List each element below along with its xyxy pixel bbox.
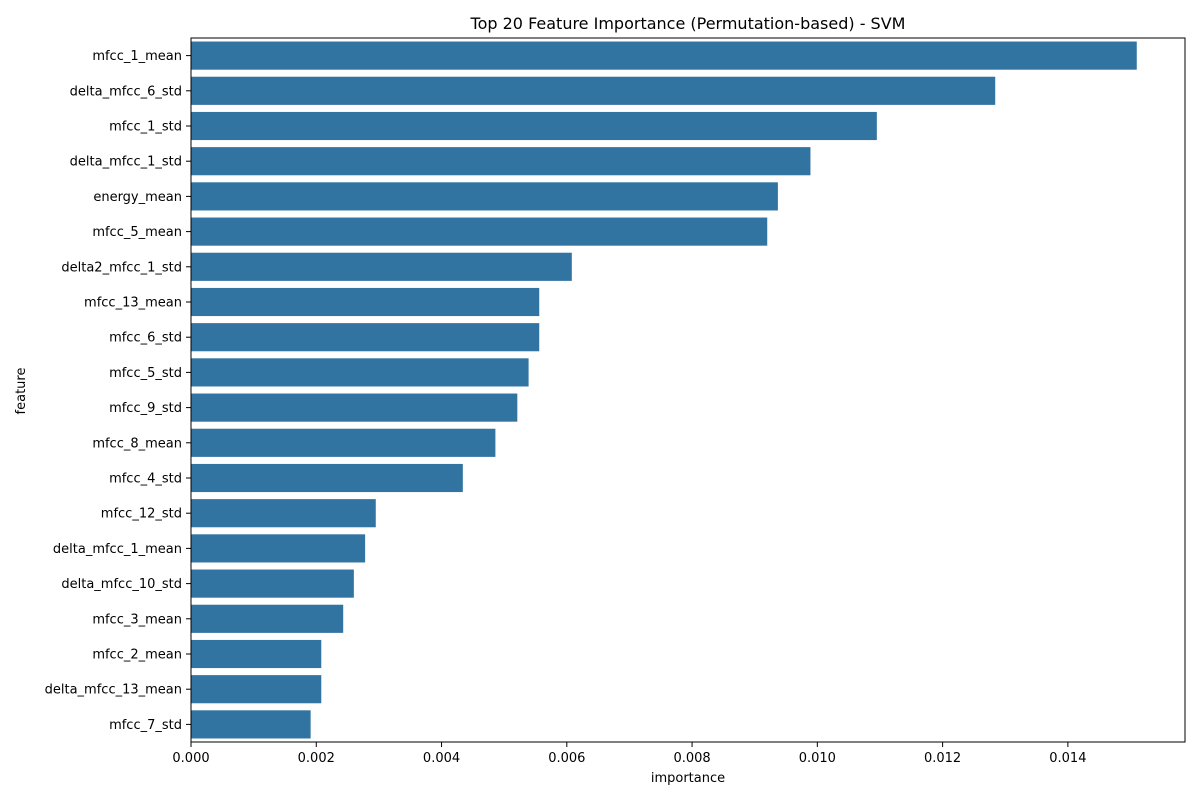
y-tick-label: mfcc_9_std (109, 401, 182, 416)
x-tick-label: 0.002 (298, 751, 335, 766)
plot-frame (190, 37, 1186, 743)
bar (191, 147, 811, 176)
y-tick-label: mfcc_12_std (101, 507, 182, 522)
x-axis-label: importance (651, 771, 725, 786)
bar (191, 639, 322, 669)
y-tick-label: energy_mean (93, 190, 182, 205)
bar (191, 428, 496, 457)
y-tick-label: delta_mfcc_6_std (70, 84, 182, 99)
bar (191, 534, 366, 563)
x-tick-label: 0.014 (1049, 751, 1086, 766)
x-tick-label: 0.008 (673, 751, 710, 766)
bar (191, 604, 344, 633)
chart-title: Top 20 Feature Importance (Permutation-b… (470, 14, 906, 33)
y-tick-label: mfcc_3_mean (92, 612, 182, 627)
y-tick-label: mfcc_8_mean (92, 436, 182, 451)
bar (191, 393, 518, 422)
y-tick-label: delta_mfcc_10_std (61, 577, 182, 592)
bar (191, 323, 540, 352)
x-tick-label: 0.012 (924, 751, 961, 766)
y-tick-label: mfcc_2_mean (92, 648, 182, 663)
bar (191, 675, 322, 704)
bar (191, 252, 572, 281)
bar (191, 358, 529, 387)
bar (191, 569, 354, 598)
bar (191, 41, 1137, 70)
y-tick-label: delta_mfcc_1_mean (53, 542, 182, 557)
y-tick-label: mfcc_1_mean (92, 49, 182, 64)
bar (191, 499, 376, 528)
y-tick-label: mfcc_5_mean (92, 225, 182, 240)
bar (191, 710, 311, 739)
x-tick-label: 0.006 (548, 751, 585, 766)
y-tick-label: mfcc_1_std (109, 120, 182, 135)
bar (191, 182, 778, 211)
bar (191, 76, 996, 105)
y-tick-label: mfcc_4_std (109, 472, 182, 487)
x-tick-label: 0.000 (172, 751, 209, 766)
y-tick-label: delta2_mfcc_1_std (61, 260, 182, 275)
y-tick-label: mfcc_13_mean (84, 296, 182, 311)
x-tick-label: 0.010 (799, 751, 836, 766)
y-tick-label: mfcc_5_std (109, 366, 182, 381)
bar (191, 217, 768, 246)
bar (191, 463, 463, 493)
y-tick-labels: mfcc_1_mean delta_mfcc_6_std mfcc_1_stddel… (45, 49, 191, 733)
y-tick-label: delta_mfcc_1_std (70, 155, 182, 170)
bar (191, 287, 540, 317)
bars-layer (191, 41, 1137, 739)
y-axis-label: feature (14, 368, 29, 415)
x-tick-label: 0.004 (423, 751, 460, 766)
x-tick-labels: 0.000 0.002 0.004 0.006 0.008 0.010 0.012 0.014 (172, 742, 1086, 766)
bar (191, 111, 877, 141)
y-tick-label: delta_mfcc_13_mean (45, 683, 182, 698)
y-tick-label: mfcc_7_std (109, 718, 182, 733)
y-tick-label: mfcc_6_std (109, 331, 182, 346)
